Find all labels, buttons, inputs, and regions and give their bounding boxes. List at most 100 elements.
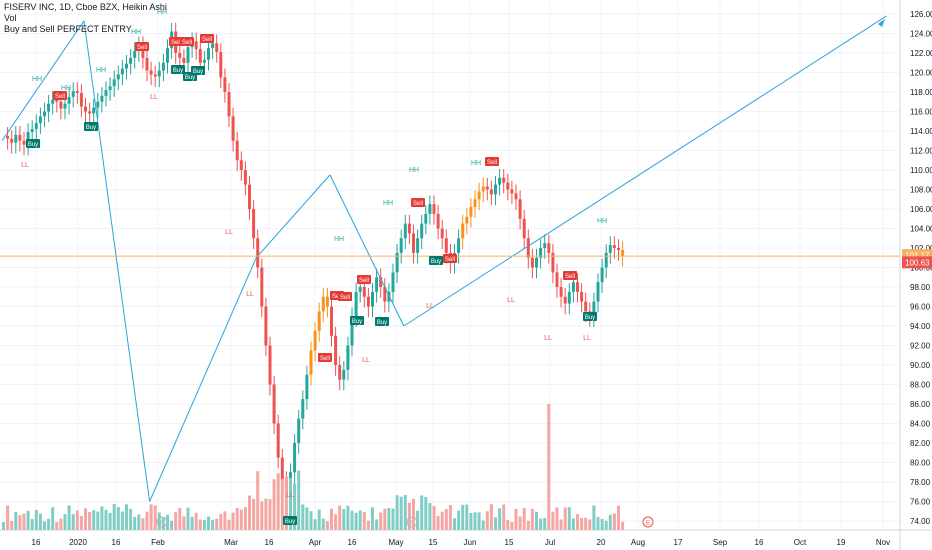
volume-bar <box>465 504 469 530</box>
volume-bar <box>198 519 202 530</box>
volume-bar <box>43 521 46 530</box>
candle-body <box>584 301 588 312</box>
candle-body <box>145 57 149 71</box>
volume-bar <box>202 519 206 530</box>
candle-body <box>371 291 374 307</box>
volume-bar <box>477 512 481 530</box>
volume-bar <box>129 508 133 530</box>
volume-bar <box>14 511 18 530</box>
volume-bar <box>51 507 55 530</box>
candle-body <box>576 282 579 292</box>
candle-body <box>120 68 124 75</box>
ll-label: LL <box>362 357 370 364</box>
volume-bar <box>522 507 526 530</box>
candle-body <box>223 77 227 92</box>
candle-body <box>477 191 481 200</box>
buy-marker <box>583 312 597 321</box>
candle-body <box>43 111 46 117</box>
volume-indicator-label[interactable]: Vol <box>4 13 17 23</box>
volume-bar <box>120 511 124 530</box>
volume-bar <box>149 504 153 530</box>
volume-bar <box>588 519 592 530</box>
volume-bar <box>153 505 157 530</box>
candle-body <box>104 90 108 96</box>
candle-body <box>75 91 79 93</box>
volume-bar <box>100 506 104 530</box>
pre-price-label: 101.17 <box>905 251 930 260</box>
candle-body <box>481 186 485 192</box>
candle-body <box>338 365 342 380</box>
candle-body <box>166 48 169 63</box>
volume-bar <box>67 505 71 530</box>
volume-bar <box>227 519 231 530</box>
candle-body <box>571 282 575 292</box>
earnings-icon <box>642 516 654 528</box>
price-tick-label: 102.00 <box>910 244 932 253</box>
sell-marker <box>318 353 332 362</box>
price-tick-label: 118.00 <box>910 88 932 97</box>
candle-body <box>600 267 604 283</box>
candlestick-series <box>6 22 625 503</box>
time-tick-label: Sep <box>713 538 728 547</box>
candle-body <box>252 209 256 239</box>
candle-body <box>256 238 260 268</box>
volume-bar <box>576 514 579 530</box>
buy-marker <box>283 516 297 525</box>
candle-body <box>555 272 559 287</box>
candle-body <box>88 111 92 114</box>
volume-bar <box>305 507 309 530</box>
time-tick-label: Aug <box>631 538 645 547</box>
time-tick-label: Jun <box>464 538 477 547</box>
price-tick-label: 96.00 <box>910 303 931 312</box>
strategy-indicator-label[interactable]: Buy and Sell PERFECT ENTRY <box>4 24 132 34</box>
volume-bar <box>30 519 34 530</box>
candle-body <box>354 291 358 317</box>
candle-body <box>108 86 112 91</box>
candle-body <box>100 95 104 102</box>
candle-body <box>79 92 83 107</box>
volume-bar <box>567 507 571 530</box>
candle-body <box>424 213 428 224</box>
volume-bar <box>137 514 141 530</box>
volume-bar <box>75 510 79 530</box>
candle-body <box>112 79 116 87</box>
time-tick-label: 15 <box>505 538 514 547</box>
volume-bar <box>416 510 420 530</box>
candle-body <box>92 107 96 114</box>
volume-bar <box>182 516 186 530</box>
volume-bar <box>231 512 235 530</box>
volume-bar <box>383 508 387 530</box>
volume-bar <box>506 520 510 530</box>
candle-body <box>14 134 18 143</box>
volume-bar <box>535 511 538 530</box>
volume-bar <box>96 511 100 530</box>
volume-bar <box>301 504 305 530</box>
hh-label: HH <box>383 200 393 207</box>
volume-bar <box>530 508 534 530</box>
sell-label: Sell <box>413 201 423 207</box>
volume-bar <box>79 516 83 530</box>
time-tick-label: May <box>388 538 403 547</box>
buy-marker <box>171 65 185 74</box>
ll-label: LL <box>150 94 158 101</box>
volume-bar <box>518 516 522 530</box>
sell-marker <box>338 292 352 301</box>
volume-bar <box>412 498 415 530</box>
volume-bar <box>194 512 198 530</box>
chart-title[interactable]: FISERV INC, 1D, Cboe BZX, Heikin Ashi <box>4 2 167 12</box>
candle-body <box>387 291 391 302</box>
candle-body <box>530 257 534 268</box>
sell-label: Sell <box>332 294 342 300</box>
volume-bar <box>543 517 547 530</box>
buy-marker <box>26 139 40 148</box>
volume-bar <box>104 509 108 530</box>
candle-body <box>621 249 625 256</box>
volume-bar <box>350 510 354 530</box>
volume-bar <box>494 517 497 530</box>
volume-bar <box>116 506 120 530</box>
candle-body <box>26 131 30 145</box>
